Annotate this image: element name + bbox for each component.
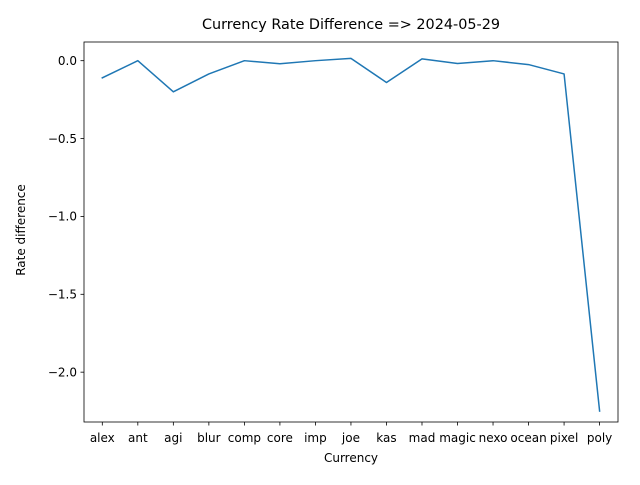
- y-tick-label-2: −1.0: [48, 210, 77, 224]
- x-tick-label-kas: kas: [376, 431, 396, 445]
- y-tick-label-0: 0.0: [58, 54, 77, 68]
- x-tick-label-alex: alex: [90, 431, 115, 445]
- x-tick-label-agi: agi: [164, 431, 182, 445]
- x-tick-label-pixel: pixel: [550, 431, 578, 445]
- y-tick-label-4: −2.0: [48, 365, 77, 379]
- x-tick-label-magic: magic: [439, 431, 476, 445]
- x-axis-label: Currency: [324, 451, 378, 465]
- x-tick-label-blur: blur: [197, 431, 221, 445]
- x-tick-label-comp: comp: [228, 431, 261, 445]
- x-tick-label-poly: poly: [587, 431, 612, 445]
- chart-title: Currency Rate Difference => 2024-05-29: [202, 17, 500, 33]
- y-tick-label-1: −0.5: [48, 132, 77, 146]
- y-axis-label: Rate difference: [14, 184, 28, 276]
- x-tick-label-mad: mad: [409, 431, 436, 445]
- x-tick-label-nexo: nexo: [479, 431, 508, 445]
- x-tick-label-ant: ant: [128, 431, 148, 445]
- x-tick-label-imp: imp: [304, 431, 327, 445]
- x-tick-label-ocean: ocean: [510, 431, 546, 445]
- y-tick-label-3: −1.5: [48, 288, 77, 302]
- x-tick-label-core: core: [267, 431, 293, 445]
- x-tick-label-joe: joe: [341, 431, 360, 445]
